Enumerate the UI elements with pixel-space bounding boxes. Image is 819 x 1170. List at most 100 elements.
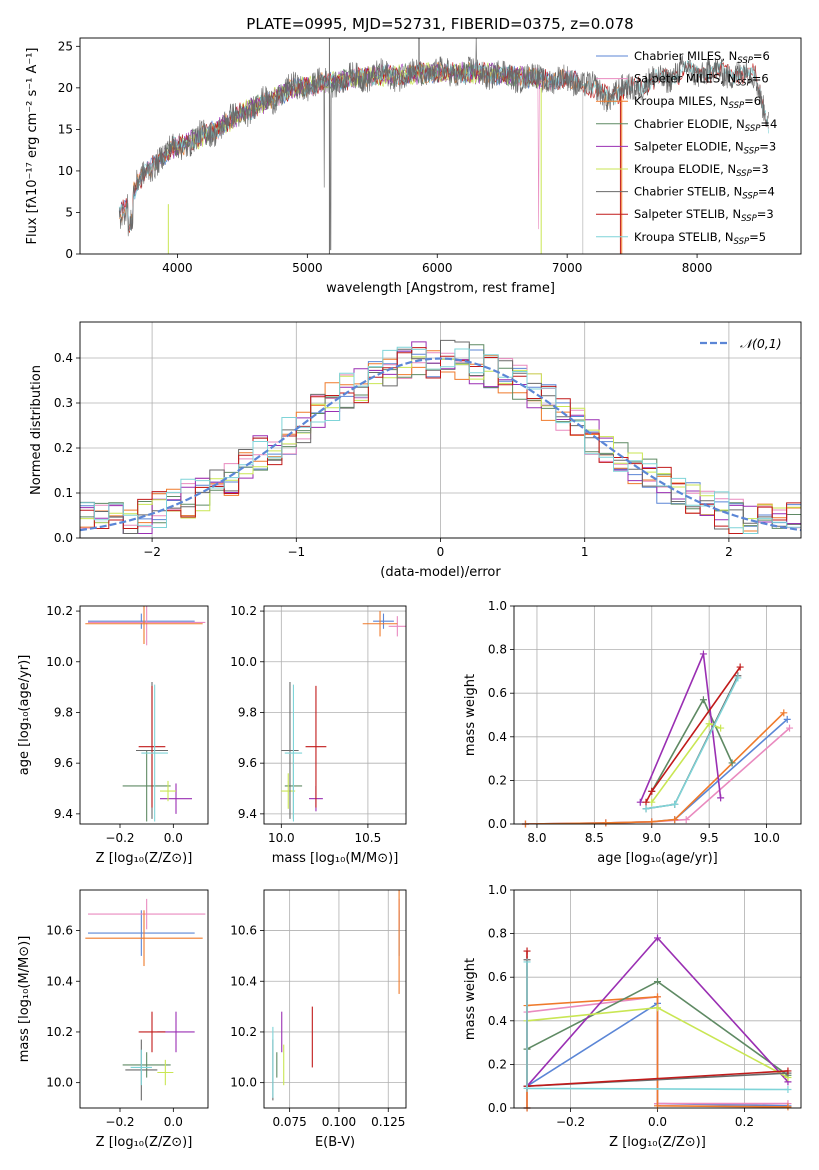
x-axis-label: (data-model)/error xyxy=(380,565,501,580)
y-tick-label: 0.0 xyxy=(488,817,507,831)
x-tick-label: 0.075 xyxy=(272,1115,306,1129)
panel-weight_vs_Z: −0.2 0.0 0.2 0.0 0.2 0.4 0.6 0.8 1.0 Z [log₁₀(Z/Z… xyxy=(463,883,802,1150)
weight-marker-chabrier-elodie xyxy=(728,759,736,767)
y-tick-label: 9.4 xyxy=(54,807,73,821)
y-tick-label: 10.0 xyxy=(230,1076,257,1090)
x-tick-label: −2 xyxy=(143,545,161,559)
y-tick-label: 1.0 xyxy=(488,883,507,897)
x-tick-label: −1 xyxy=(287,545,305,559)
x-tick-label: −0.2 xyxy=(105,831,134,845)
legend: Chabrier MILES, NSSP=6 Salpeter MILES, NS… xyxy=(596,49,777,247)
weight-marker-kroupa-miles xyxy=(602,819,610,827)
weight-marker-salpeter-elodie xyxy=(699,650,707,658)
panel-weight_vs_age: 8.0 8.5 9.0 9.5 10.0 0.0 0.2 0.4 0.6 0.8 1.0 age [l… xyxy=(463,599,802,866)
x-tick-label: 2 xyxy=(725,545,733,559)
y-tick-label: 0.0 xyxy=(488,1101,507,1115)
x-axis-label: E(B-V) xyxy=(315,1135,355,1150)
weight-marker-kroupa-stelib xyxy=(784,1085,792,1093)
axes-frame xyxy=(79,889,209,1109)
axes-frame xyxy=(263,605,407,825)
legend-label-kroupa-miles: Kroupa MILES, NSSP=6 xyxy=(634,94,761,111)
y-tick-label: 10.0 xyxy=(46,655,73,669)
x-tick-label: 8.5 xyxy=(585,831,604,845)
weight-marker-salpeter-stelib xyxy=(784,1067,792,1075)
x-tick-label: 10.0 xyxy=(268,831,295,845)
x-axis-label: Z [log₁₀(Z/Z⊙)] xyxy=(96,1135,193,1150)
y-tick-label: 0 xyxy=(65,247,73,261)
x-tick-label: 10.0 xyxy=(753,831,780,845)
x-tick-label: 0 xyxy=(437,545,445,559)
y-axis-label: Flux [fλ10⁻¹⁷ erg cm⁻² s⁻¹ A⁻¹] xyxy=(25,48,40,245)
y-tick-label: 1.0 xyxy=(488,599,507,613)
legend-label-chabrier-miles: Chabrier MILES, NSSP=6 xyxy=(634,49,770,66)
y-tick-label: 10.6 xyxy=(46,924,73,938)
y-tick-label: 10.6 xyxy=(230,924,257,938)
weight-marker-kroupa-miles xyxy=(671,816,679,824)
legend-label-salpeter-miles: Salpeter MILES, NSSP=6 xyxy=(634,72,769,89)
y-tick-label: 0.8 xyxy=(488,927,507,941)
x-tick-label: 7000 xyxy=(552,261,583,275)
panel-age_vs_mass: 10.0 10.5 9.4 9.6 9.8 10.0 10.2 mass [log₁₀(M/M… xyxy=(230,604,407,866)
y-tick-label: 0.4 xyxy=(54,351,73,365)
x-tick-label: 0.100 xyxy=(322,1115,356,1129)
y-tick-label: 10.0 xyxy=(230,655,257,669)
figure-title: PLATE=0995, MJD=52731, FIBERID=0375, z=0… xyxy=(246,15,633,33)
y-tick-label: 0.8 xyxy=(488,643,507,657)
axes-frame xyxy=(79,605,209,825)
y-axis-label: age [log₁₀(age/yr)] xyxy=(17,655,32,776)
y-tick-label: 0.2 xyxy=(488,773,507,787)
y-axis-label: mass weight xyxy=(463,958,478,1040)
x-tick-label: 8000 xyxy=(682,261,713,275)
y-tick-label: 0.2 xyxy=(54,441,73,455)
weight-marker-kroupa-miles xyxy=(654,993,661,1001)
y-tick-label: 10.4 xyxy=(230,974,257,988)
x-axis-label: Z [log₁₀(Z/Z⊙)] xyxy=(609,1135,706,1150)
weight-marker-salpeter-miles xyxy=(682,816,690,824)
x-tick-label: 6000 xyxy=(422,261,453,275)
axes-frame xyxy=(513,605,802,825)
y-tick-label: 10.2 xyxy=(46,1025,73,1039)
y-tick-label: 0.0 xyxy=(54,531,73,545)
y-tick-label: 10.2 xyxy=(46,604,73,618)
x-tick-label: 9.5 xyxy=(700,831,719,845)
legend-label-normal: 𝒩(0,1) xyxy=(740,336,782,351)
normal-curve xyxy=(79,357,802,532)
weight-marker-kroupa-stelib xyxy=(671,800,679,808)
x-tick-label: 0.125 xyxy=(371,1115,405,1129)
weight-marker-chabrier-elodie xyxy=(654,978,661,986)
weight-marker-chabrier-miles xyxy=(783,715,791,723)
y-axis-label: Normed distribution xyxy=(29,365,44,495)
x-tick-label: −0.2 xyxy=(556,1115,585,1129)
weight-marker-kroupa-miles xyxy=(784,1103,792,1111)
weight-marker-salpeter-stelib xyxy=(642,798,650,806)
y-axis-label: mass weight xyxy=(463,674,478,756)
weight-marker-kroupa-stelib xyxy=(523,958,531,966)
y-tick-label: 9.6 xyxy=(54,756,73,770)
x-tick-label: 0.0 xyxy=(648,1115,667,1129)
x-axis-label: wavelength [Angstrom, rest frame] xyxy=(326,281,555,296)
y-tick-label: 25 xyxy=(58,39,73,53)
y-tick-label: 0.2 xyxy=(488,1057,507,1071)
y-tick-label: 0.4 xyxy=(488,1014,507,1028)
y-tick-label: 15 xyxy=(58,122,73,136)
panel-residuals: −2 −1 0 1 2 0.0 0.1 0.2 0.3 0.4 (data-model)/error… xyxy=(29,321,802,580)
y-tick-label: 10.4 xyxy=(46,974,73,988)
y-axis-label: mass [log₁₀(M/M⊙)] xyxy=(17,936,32,1063)
legend-label-chabrier-elodie: Chabrier ELODIE, NSSP=4 xyxy=(634,117,777,134)
x-axis-label: age [log₁₀(age/yr)] xyxy=(597,851,718,866)
weight-marker-kroupa-miles xyxy=(780,709,788,717)
y-tick-label: 0.1 xyxy=(54,486,73,500)
histogram-chabrier-stelib xyxy=(80,339,801,534)
y-tick-label: 9.4 xyxy=(238,807,257,821)
x-tick-label: 0.2 xyxy=(735,1115,754,1129)
weight-marker-kroupa-stelib xyxy=(642,805,650,813)
y-tick-label: 5 xyxy=(65,205,73,219)
x-tick-label: 9.0 xyxy=(642,831,661,845)
histogram-kroupa-stelib xyxy=(80,346,801,534)
legend-label-salpeter-elodie: Salpeter ELODIE, NSSP=3 xyxy=(634,139,776,156)
y-tick-label: 0.4 xyxy=(488,730,507,744)
weight-marker-salpeter-stelib xyxy=(736,663,744,671)
weight-marker-kroupa-elodie xyxy=(654,1004,661,1012)
axes-frame xyxy=(513,889,802,1109)
legend-label-kroupa-elodie: Kroupa ELODIE, NSSP=3 xyxy=(634,162,769,179)
